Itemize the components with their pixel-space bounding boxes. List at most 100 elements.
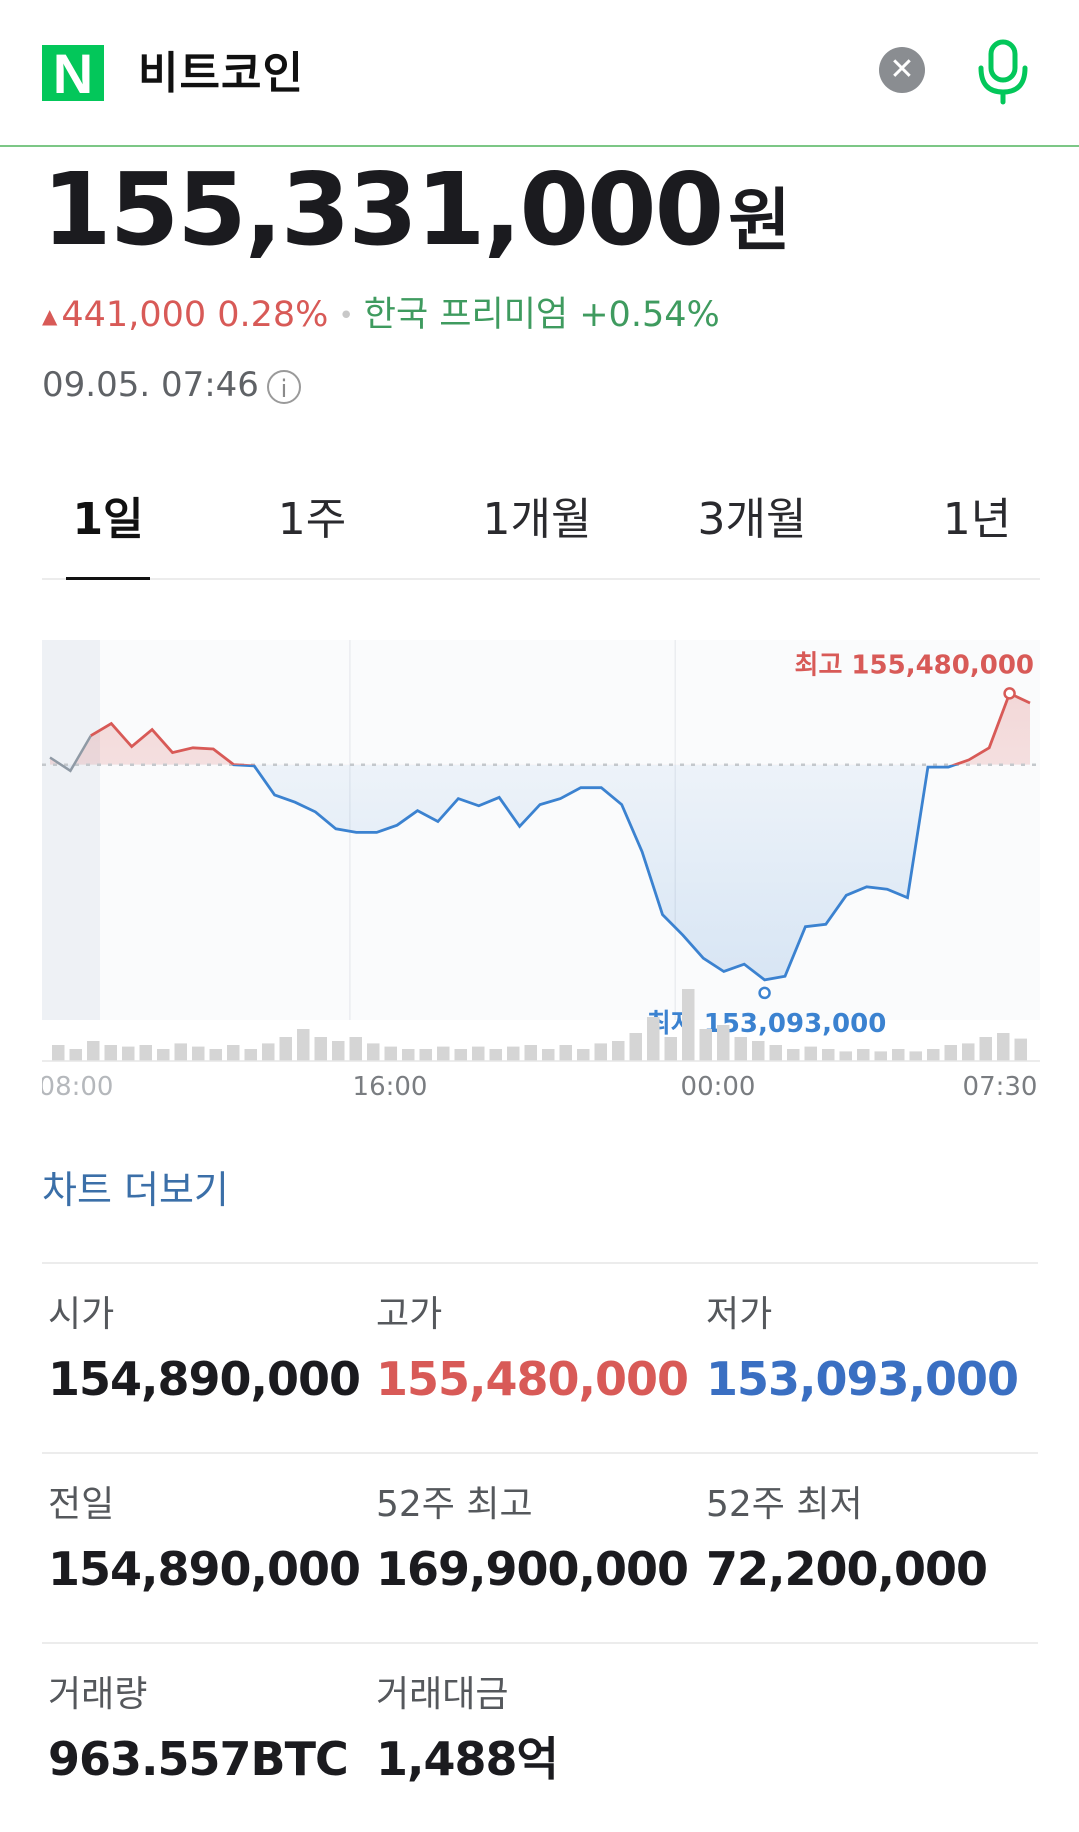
search-query[interactable]: 비트코인 — [138, 48, 304, 99]
korea-premium[interactable]: 한국 프리미엄 +0.54% — [363, 295, 720, 335]
volume-bar — [769, 1045, 782, 1061]
volume-bar — [664, 1037, 677, 1061]
x-tick-label: 07:30 — [963, 1072, 1038, 1102]
volume-bar — [752, 1041, 765, 1061]
volume-bar — [892, 1049, 905, 1061]
volume-bar — [489, 1049, 502, 1061]
prior-session-shade — [42, 640, 100, 1020]
stats-row: 시가 154,890,000 고가 155,480,000 저가 153,093… — [42, 1262, 1038, 1452]
stat-label: 저가 — [706, 1294, 773, 1335]
volume-bar — [69, 1049, 82, 1061]
volume-bar — [787, 1049, 800, 1061]
volume-bar — [822, 1049, 835, 1061]
x-tick-label: 00:00 — [681, 1072, 756, 1102]
high-label: 최고 155,480,000 — [795, 650, 1034, 680]
close-icon[interactable]: ✕ — [879, 47, 925, 93]
price-line-down — [231, 764, 960, 982]
stat-value: 72,200,000 — [706, 1542, 988, 1596]
volume-bar — [279, 1037, 292, 1061]
tab-1-week[interactable]: 1주 — [277, 494, 347, 545]
stat-prev-close: 전일 154,890,000 — [48, 1480, 368, 1602]
tab-1-month[interactable]: 1개월 — [482, 494, 592, 545]
stat-value: 153,093,000 — [706, 1352, 1019, 1406]
volume-bar — [437, 1046, 450, 1061]
volume-bar — [857, 1049, 870, 1061]
stat-low: 저가 153,093,000 — [706, 1290, 1026, 1412]
volume-bar — [559, 1045, 572, 1061]
volume-bar — [209, 1049, 222, 1061]
volume-bar — [139, 1045, 152, 1061]
stat-value: 155,480,000 — [376, 1352, 689, 1406]
volume-bar — [839, 1051, 852, 1061]
volume-bar — [612, 1041, 625, 1061]
search-header: N 비트코인 ✕ — [0, 0, 1079, 147]
stat-high: 고가 155,480,000 — [376, 1290, 696, 1412]
volume-bar — [1014, 1038, 1027, 1061]
low-point-marker — [758, 986, 771, 1000]
volume-bar — [244, 1049, 257, 1061]
high-point-marker — [1003, 687, 1016, 700]
volume-bar — [472, 1046, 485, 1061]
volume-bar — [227, 1045, 240, 1061]
stat-label: 전일 — [48, 1484, 115, 1525]
tab-1-day[interactable]: 1일 — [66, 480, 150, 580]
price-line-prior-session — [49, 735, 92, 773]
microphone-icon[interactable] — [975, 38, 1031, 108]
volume-bar — [629, 1033, 642, 1061]
chart-more-link[interactable]: 차트 더보기 — [42, 1168, 229, 1212]
current-price: 155,331,000원 — [42, 150, 791, 270]
volume-bar — [682, 989, 695, 1061]
volume-bar — [192, 1046, 205, 1061]
volume-bar — [647, 1017, 660, 1061]
stat-52w-low: 52주 최저 72,200,000 — [706, 1480, 1026, 1602]
separator-dot: • — [338, 301, 354, 331]
stat-value: 963.557BTC — [48, 1732, 349, 1786]
volume-bar — [384, 1046, 397, 1061]
price-timestamp-row: 09.05. 07:46 i — [42, 360, 301, 410]
volume-bar — [542, 1049, 555, 1061]
stat-value: 154,890,000 — [48, 1352, 361, 1406]
price-unit: 원 — [728, 182, 791, 261]
stats-table: 시가 154,890,000 고가 155,480,000 저가 153,093… — [42, 1262, 1038, 1832]
volume-bar — [262, 1043, 275, 1061]
volume-bar — [577, 1049, 590, 1061]
volume-bar — [997, 1033, 1010, 1061]
stat-open: 시가 154,890,000 — [48, 1290, 368, 1412]
x-tick-label: 16:00 — [353, 1072, 428, 1102]
volume-bar — [314, 1037, 327, 1061]
stat-label: 52주 최저 — [706, 1484, 863, 1525]
stat-label: 거래량 — [48, 1674, 148, 1715]
volume-bar — [349, 1037, 362, 1061]
stats-row: 전일 154,890,000 52주 최고 169,900,000 52주 최저… — [42, 1452, 1038, 1642]
price-value: 155,331,000 — [42, 151, 724, 268]
stat-52w-high: 52주 최고 169,900,000 — [376, 1480, 696, 1602]
stat-label: 거래대금 — [376, 1674, 509, 1715]
volume-bar — [122, 1046, 135, 1061]
price-change: 441,000 0.28% — [61, 295, 329, 335]
tab-1-year[interactable]: 1년 — [942, 494, 1012, 545]
volume-bar — [962, 1043, 975, 1061]
volume-bar — [297, 1029, 310, 1061]
volume-bar — [524, 1045, 537, 1061]
volume-bar — [367, 1043, 380, 1061]
volume-bar — [717, 1025, 730, 1061]
volume-bar — [332, 1041, 345, 1061]
naver-logo[interactable]: N — [42, 45, 104, 101]
stat-label: 시가 — [48, 1294, 115, 1335]
volume-bar — [944, 1045, 957, 1061]
volume-bar — [699, 1029, 712, 1061]
stat-value: 169,900,000 — [376, 1542, 689, 1596]
svg-text:N: N — [53, 45, 93, 101]
stat-trade-value: 거래대금 1,488억 — [376, 1670, 696, 1792]
volume-bar — [454, 1049, 467, 1061]
stat-label: 고가 — [376, 1294, 443, 1335]
volume-bar — [87, 1041, 100, 1061]
tab-3-months[interactable]: 3개월 — [697, 494, 807, 545]
volume-bar — [157, 1049, 170, 1061]
volume-bar — [402, 1049, 415, 1061]
info-icon[interactable]: i — [266, 369, 301, 404]
volume-bar — [419, 1049, 432, 1061]
volume-bar — [804, 1046, 817, 1061]
period-tabs: 1일 1주 1개월 3개월 1년 — [42, 480, 1040, 580]
